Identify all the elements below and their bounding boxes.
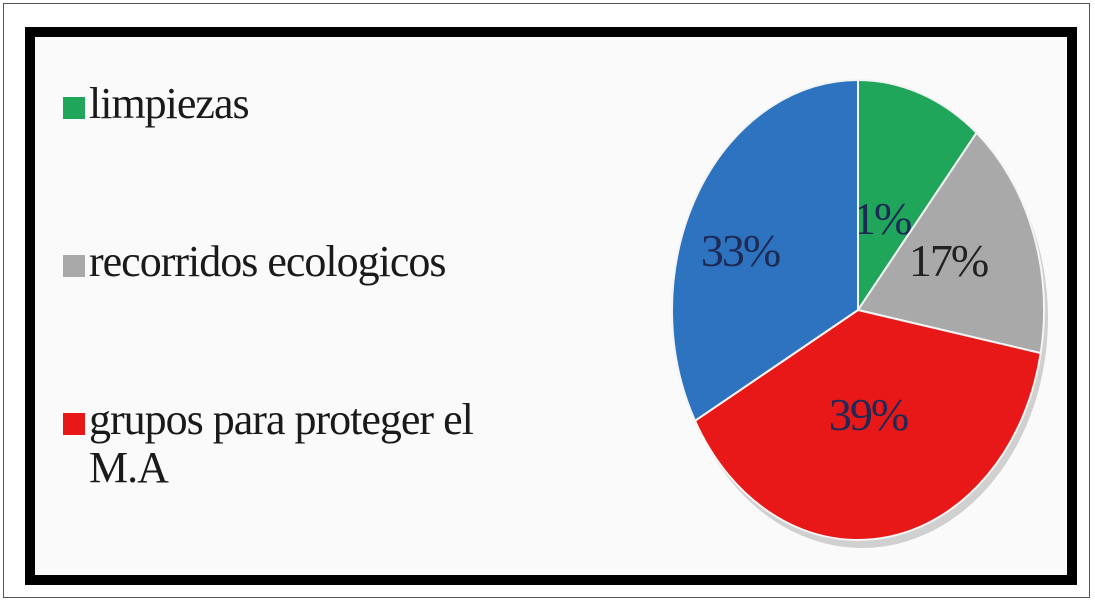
pie-chart: 11%17%39%33% bbox=[671, 78, 1048, 548]
legend-label-limpiezas: limpiezas bbox=[89, 79, 250, 128]
legend-swatch-recorridos bbox=[63, 255, 85, 277]
outer-frame bbox=[3, 3, 1090, 598]
pie-slice-2 bbox=[693, 308, 1042, 541]
pie-slice-0 bbox=[857, 78, 978, 314]
legend-label-grupos: grupos para proteger el M.A bbox=[89, 395, 474, 493]
legend-item-recorridos: recorridos ecologicos bbox=[63, 237, 569, 286]
legend-item-grupos: grupos para proteger el M.A bbox=[63, 395, 569, 493]
pie-slice-3 bbox=[671, 78, 859, 423]
legend-item-limpiezas: limpiezas bbox=[63, 79, 569, 128]
legend-swatch-limpiezas bbox=[63, 97, 85, 119]
legend-swatch-grupos bbox=[63, 413, 85, 435]
pie-slice-label-1: 17% bbox=[909, 235, 988, 286]
pie-slice-1 bbox=[856, 131, 1045, 355]
legend-label-recorridos: recorridos ecologicos bbox=[89, 237, 447, 286]
pie-slice-label-3: 33% bbox=[701, 225, 780, 276]
pie-slice-label-2: 39% bbox=[829, 389, 908, 440]
